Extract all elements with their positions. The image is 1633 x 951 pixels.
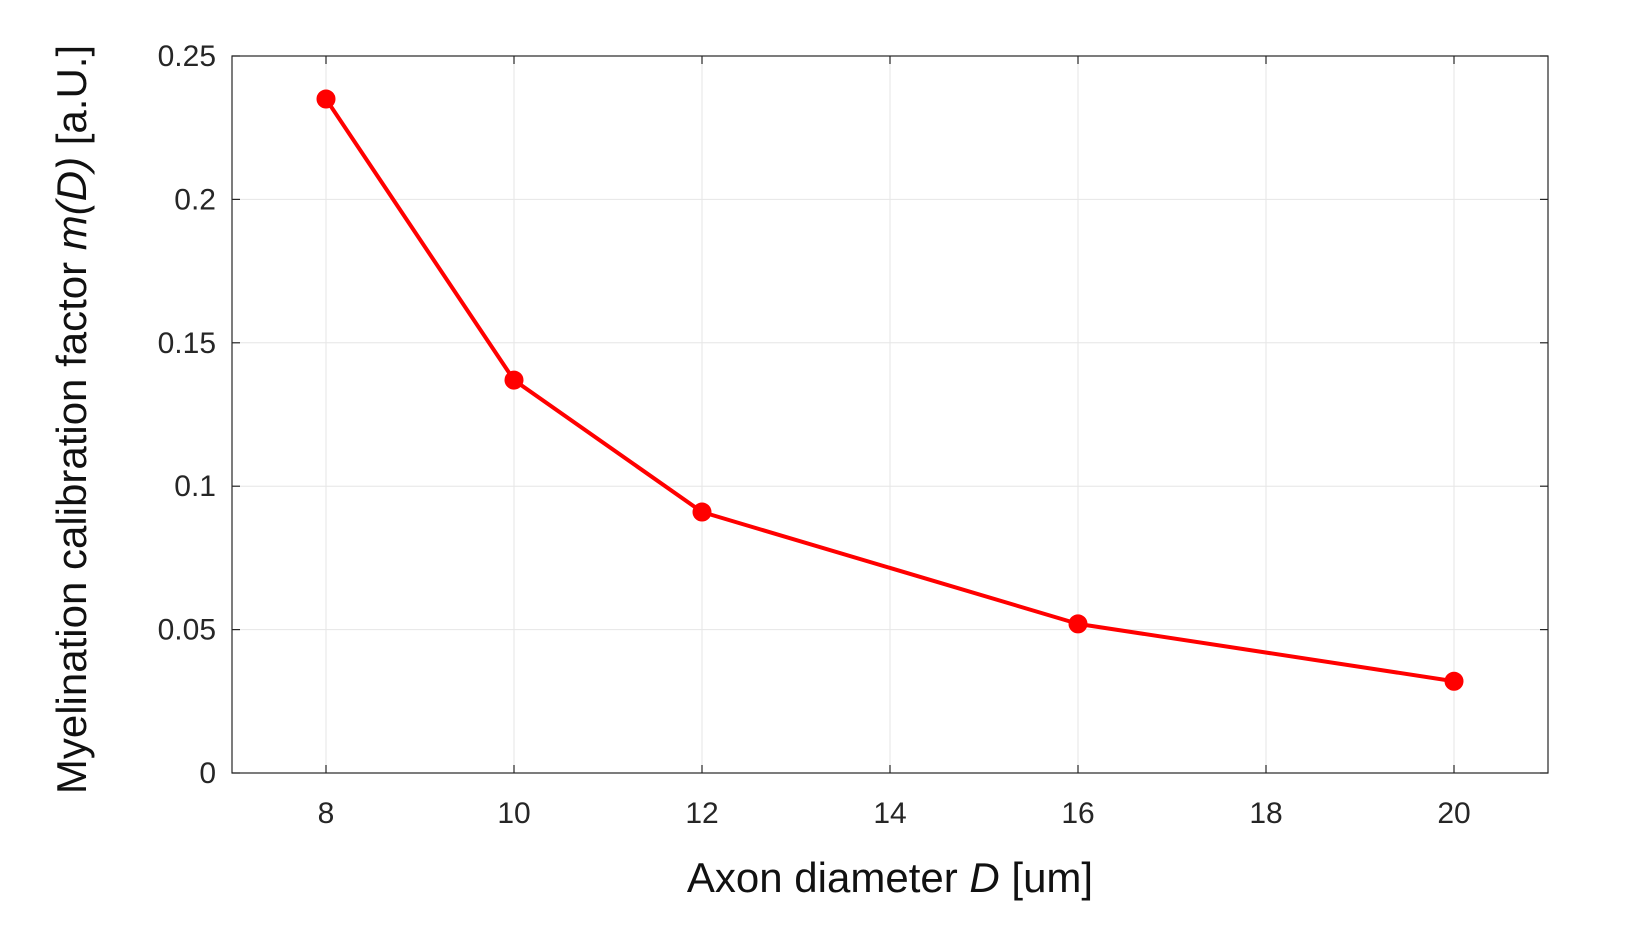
x-axis-label: Axon diameter D [um] xyxy=(687,854,1093,901)
data-point xyxy=(1444,671,1464,691)
data-point xyxy=(692,502,712,522)
x-tick-label: 16 xyxy=(1061,797,1094,830)
x-tick-label: 18 xyxy=(1249,797,1282,830)
y-tick-label: 0.05 xyxy=(158,614,216,647)
x-tick-labels: 8 10 12 14 16 18 20 xyxy=(318,797,1471,830)
x-tick-label: 8 xyxy=(318,797,335,830)
x-tick-label: 20 xyxy=(1437,797,1470,830)
y-tick-label: 0.25 xyxy=(158,40,216,73)
data-point xyxy=(504,370,524,390)
y-tick-label: 0 xyxy=(199,757,216,790)
tick-marks xyxy=(232,55,1548,774)
y-axis-label: Myelination calibration factor m(D) [a.U… xyxy=(48,45,95,794)
x-tick-label: 12 xyxy=(685,797,718,830)
y-tick-labels: 0 0.05 0.1 0.15 0.2 0.25 xyxy=(158,40,216,790)
y-tick-label: 0.2 xyxy=(174,183,216,216)
y-tick-label: 0.15 xyxy=(158,327,216,360)
series-layer xyxy=(316,89,1464,691)
x-tick-label: 14 xyxy=(873,797,906,830)
x-tick-label: 10 xyxy=(497,797,530,830)
data-point xyxy=(316,89,336,109)
data-point xyxy=(1068,614,1088,634)
y-tick-label: 0.1 xyxy=(174,470,216,503)
